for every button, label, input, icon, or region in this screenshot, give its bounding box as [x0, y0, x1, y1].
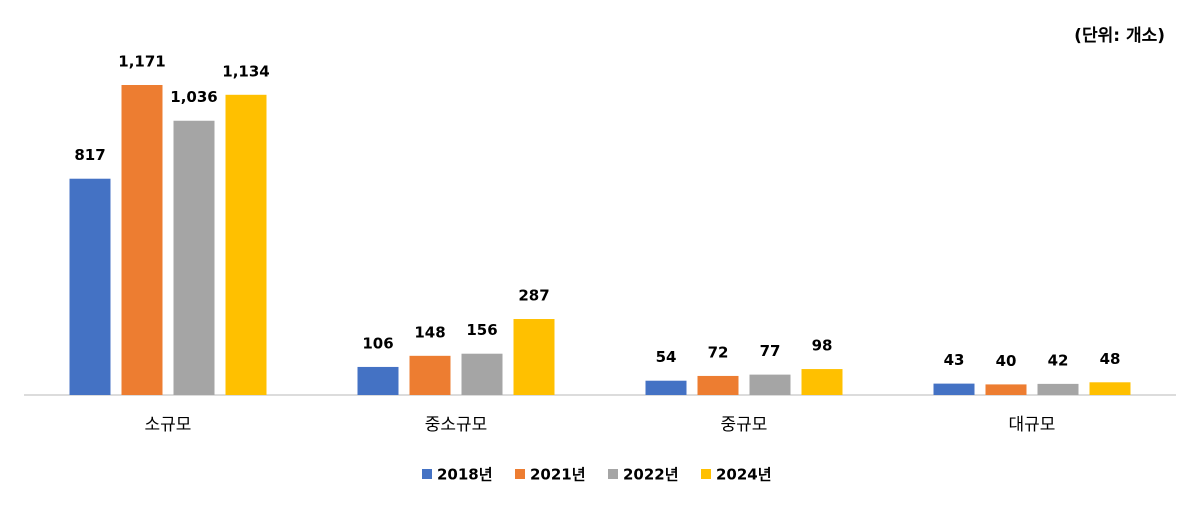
value-label: 43 — [944, 351, 965, 369]
bar — [985, 384, 1027, 395]
bar — [409, 355, 451, 395]
value-label: 48 — [1100, 350, 1121, 368]
bar — [357, 366, 399, 395]
legend-label: 2018년 — [437, 466, 493, 484]
value-label: 287 — [518, 287, 549, 305]
bar — [801, 369, 843, 395]
bar — [645, 380, 687, 395]
value-label: 1,036 — [170, 88, 217, 106]
value-label: 106 — [362, 334, 393, 352]
legend-swatch — [701, 469, 711, 479]
x-tick-label: 대규모 — [1009, 415, 1056, 435]
bar — [933, 383, 975, 395]
legend-swatch — [422, 469, 432, 479]
bar — [749, 374, 791, 395]
legend-label: 2024년 — [716, 466, 772, 484]
legend-swatch — [608, 469, 618, 479]
legend-label: 2022년 — [623, 466, 679, 484]
value-label: 54 — [656, 348, 677, 366]
bar — [225, 94, 267, 395]
bar — [69, 178, 111, 395]
legend-swatch — [515, 469, 525, 479]
bar — [121, 85, 163, 395]
value-label: 77 — [760, 342, 781, 360]
bar — [461, 353, 503, 395]
x-tick-label: 소규모 — [145, 415, 192, 435]
x-tick-label: 중규모 — [721, 415, 768, 435]
legend-label: 2021년 — [530, 466, 586, 484]
bar — [513, 319, 555, 395]
value-label: 98 — [812, 337, 833, 355]
bar — [1037, 383, 1079, 395]
value-label: 40 — [996, 352, 1017, 370]
bar — [173, 120, 215, 396]
value-label: 1,171 — [118, 53, 165, 71]
value-label: 148 — [414, 323, 445, 341]
bar — [1089, 382, 1131, 395]
x-tick-label: 중소규모 — [425, 415, 488, 435]
value-label: 72 — [708, 343, 729, 361]
value-label: 817 — [74, 146, 105, 164]
value-label: 156 — [466, 321, 497, 339]
value-label: 1,134 — [222, 62, 269, 80]
unit-label: (단위: 개소) — [1074, 26, 1165, 46]
bar — [697, 375, 739, 395]
value-label: 42 — [1048, 351, 1069, 369]
